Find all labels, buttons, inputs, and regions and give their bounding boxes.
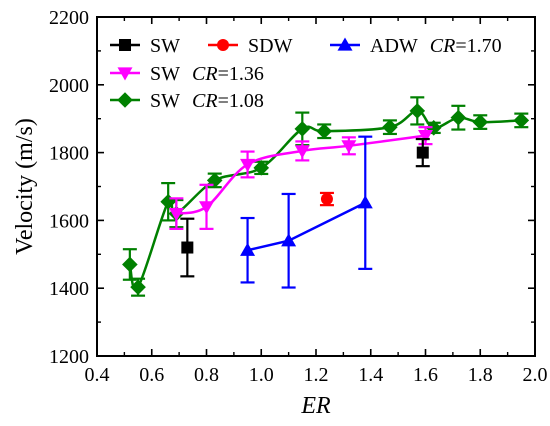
y-tick-label: 1800 <box>49 143 89 165</box>
series-5-point <box>425 120 442 136</box>
legend-entry-5-label: SW CR=1.08 <box>150 90 264 112</box>
series-4-group <box>168 126 433 230</box>
legend-entry-2-marker <box>217 39 229 51</box>
x-tick-label: 1.4 <box>358 364 383 386</box>
series-5-point <box>513 112 530 129</box>
y-tick-label: 1200 <box>49 346 89 368</box>
series-1-point <box>416 146 429 159</box>
y-tick-label: 1600 <box>49 210 89 232</box>
series-3-line <box>247 201 366 252</box>
series-3-point <box>357 195 373 209</box>
series-3-point <box>281 233 297 247</box>
x-tick-label: 1.0 <box>249 364 274 386</box>
series-3-group <box>240 135 373 289</box>
series-2-point <box>320 193 333 206</box>
x-tick-label: 0.4 <box>85 364 110 386</box>
legend-entry-1-marker <box>119 39 131 51</box>
x-tick-label: 0.6 <box>139 364 164 386</box>
x-axis-title: ER <box>300 393 331 419</box>
series-5-point <box>253 160 270 176</box>
series-5-point <box>130 279 146 295</box>
x-tick-label: 1.2 <box>304 364 329 386</box>
series-4-point <box>168 207 184 222</box>
legend-entry-5: SW CR=1.08 <box>110 90 264 112</box>
series-4-point <box>341 140 357 154</box>
y-axis-title: Velocity (m/s) <box>12 118 38 255</box>
x-tick-label: 2.0 <box>523 364 548 386</box>
legend-entry-4: SW CR=1.36 <box>110 63 264 85</box>
series-5-point <box>294 121 311 137</box>
series-1-group <box>180 137 430 278</box>
series-5-point <box>160 193 176 210</box>
series-4-point <box>294 145 310 159</box>
series-5-point <box>409 103 426 119</box>
legend-entry-3: ADW CR=1.70 <box>330 35 502 57</box>
legend-entry-3-marker <box>337 37 353 51</box>
series-5-point <box>382 119 398 135</box>
legend-entry-2-label: SDW <box>248 35 293 57</box>
x-tick-label: 1.6 <box>413 364 438 386</box>
y-tick-label: 1400 <box>49 278 89 300</box>
legend-entry-4-marker <box>117 67 133 81</box>
series-4-point <box>199 201 214 215</box>
axes: 0.4 0.6 0.8 1.0 1.2 1.4 1.6 1.8 2.0 1200 1400 1600 1… <box>49 7 548 386</box>
x-tick-label: 1.8 <box>468 364 493 386</box>
series-3-point <box>240 242 256 256</box>
series-4-point <box>418 130 433 144</box>
series-5-point <box>122 256 138 273</box>
legend-entry-5-marker <box>117 92 133 108</box>
legend-entry-1: SW <box>110 35 180 57</box>
series-1-point <box>181 241 194 254</box>
x-tick-label: 0.8 <box>194 364 219 386</box>
series-4-point <box>240 158 256 172</box>
series-5-point <box>472 114 489 130</box>
legend-entry-1-label: SW <box>150 35 180 57</box>
legend-entry-2: SDW <box>208 35 293 57</box>
series-5-point <box>206 172 223 189</box>
y-tick-label: 2200 <box>49 7 89 29</box>
series-5-point <box>316 123 333 140</box>
legend-entry-3-label: ADW CR=1.70 <box>370 35 502 57</box>
legend: SW SDW ADW CR=1.70 SW CR=1.36 SW CR=1.08 <box>110 35 502 112</box>
series-2-group <box>319 191 334 207</box>
plot-area <box>122 96 530 297</box>
legend-entry-4-label: SW CR=1.36 <box>150 63 264 85</box>
series-5-point <box>450 109 467 126</box>
y-tick-label: 2000 <box>49 75 89 97</box>
